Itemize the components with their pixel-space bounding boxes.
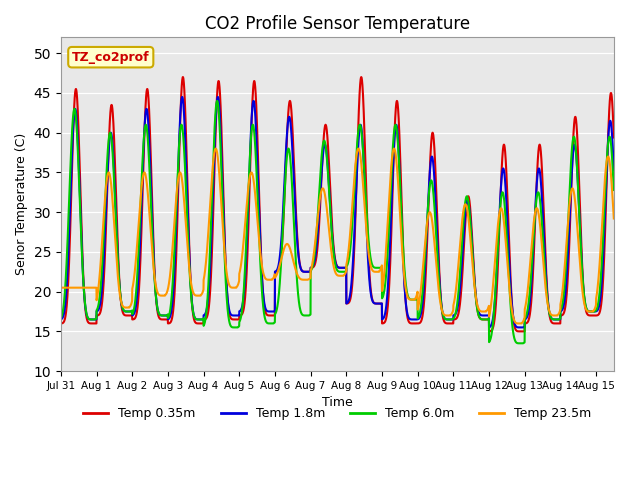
Text: TZ_co2prof: TZ_co2prof [72, 51, 150, 64]
Line: Temp 1.8m: Temp 1.8m [61, 97, 614, 327]
Temp 6.0m [57, 315, 65, 321]
Temp 1.8m [370, 300, 378, 306]
Temp 23.5m [605, 158, 613, 164]
Temp 1.8m [57, 316, 65, 322]
Temp 0.35m [518, 328, 525, 334]
Temp 6.0m [370, 264, 378, 270]
Temp 1.8m [493, 258, 501, 264]
Title: CO2 Profile Sensor Temperature: CO2 Profile Sensor Temperature [205, 15, 470, 33]
Y-axis label: Senor Temperature (C): Senor Temperature (C) [15, 133, 28, 276]
Temp 0.35m [610, 135, 618, 141]
Temp 23.5m [493, 229, 501, 235]
Temp 23.5m [57, 285, 65, 290]
Temp 1.8m [605, 120, 613, 126]
Temp 0.35m [57, 321, 65, 326]
Legend: Temp 0.35m, Temp 1.8m, Temp 6.0m, Temp 23.5m: Temp 0.35m, Temp 1.8m, Temp 6.0m, Temp 2… [78, 402, 596, 425]
Temp 23.5m [308, 262, 316, 267]
Temp 1.8m [610, 168, 618, 173]
Temp 6.0m [324, 163, 332, 169]
Temp 0.35m [605, 103, 613, 108]
Temp 0.35m [357, 74, 365, 80]
Temp 1.8m [179, 94, 186, 100]
Temp 23.5m [515, 321, 523, 326]
Temp 23.5m [323, 210, 331, 216]
Temp 6.0m [610, 187, 618, 193]
Temp 6.0m [308, 264, 316, 270]
Temp 1.8m [308, 264, 316, 270]
Temp 23.5m [296, 276, 304, 281]
Temp 23.5m [370, 269, 378, 275]
Temp 6.0m [296, 306, 304, 312]
X-axis label: Time: Time [322, 396, 353, 409]
Temp 0.35m [308, 265, 316, 271]
Temp 6.0m [516, 340, 524, 346]
Line: Temp 0.35m: Temp 0.35m [61, 77, 614, 331]
Line: Temp 6.0m: Temp 6.0m [61, 101, 614, 343]
Temp 6.0m [605, 134, 613, 140]
Temp 0.35m [296, 262, 304, 268]
Temp 6.0m [213, 98, 221, 104]
Temp 1.8m [324, 160, 332, 166]
Temp 0.35m [323, 133, 331, 139]
Temp 1.8m [517, 324, 525, 330]
Temp 23.5m [610, 216, 618, 221]
Temp 6.0m [493, 254, 501, 260]
Temp 1.8m [296, 264, 304, 269]
Temp 0.35m [370, 300, 378, 306]
Temp 0.35m [493, 277, 501, 283]
Line: Temp 23.5m: Temp 23.5m [61, 149, 614, 324]
Temp 23.5m [390, 146, 398, 152]
